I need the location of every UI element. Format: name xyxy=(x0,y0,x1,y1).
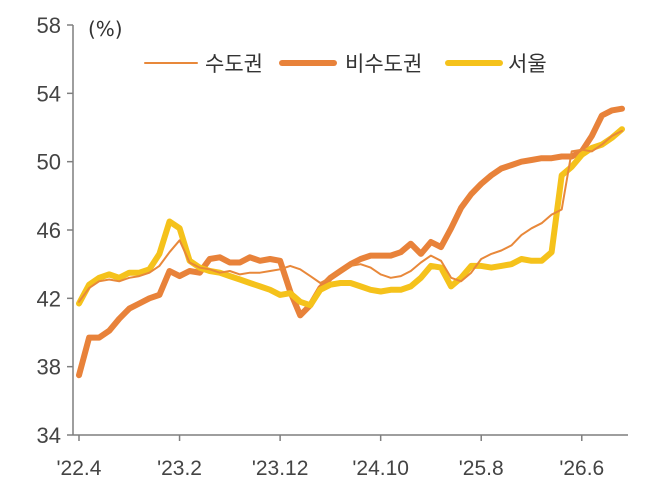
y-tick-label: 54 xyxy=(37,81,61,106)
y-tick-label: 46 xyxy=(37,218,61,243)
y-tick-label: 38 xyxy=(37,355,61,380)
y-ticks: 58 54 50 46 42 38 34 xyxy=(37,13,73,448)
series-line-1 xyxy=(76,105,625,379)
x-ticks: '22.4 '23.2 '23.12 '24.10 '25.8 '26.6 xyxy=(57,435,604,480)
x-tick-label: '25.8 xyxy=(459,457,504,480)
y-tick-label: 58 xyxy=(37,13,61,38)
legend-label-2: 서울 xyxy=(508,52,547,76)
x-tick-label: '23.12 xyxy=(252,457,309,480)
x-tick-label: '23.2 xyxy=(157,457,202,480)
series-line-0 xyxy=(78,129,623,303)
unit-label: (%) xyxy=(88,17,123,41)
x-tick-label: '22.4 xyxy=(57,457,102,480)
legend: 수도권 비수도권 서울 xyxy=(144,52,547,76)
legend-label-0: 수도권 xyxy=(205,52,263,76)
y-tick-label: 50 xyxy=(37,150,61,175)
x-tick-label: '26.6 xyxy=(559,457,604,480)
series-layer xyxy=(76,105,625,379)
axes xyxy=(72,25,628,436)
x-tick-label: '24.10 xyxy=(352,457,409,480)
legend-label-1: 비수도권 xyxy=(345,52,422,76)
y-tick-label: 34 xyxy=(37,423,61,448)
y-tick-label: 42 xyxy=(37,286,61,311)
series-line-2 xyxy=(76,126,625,309)
